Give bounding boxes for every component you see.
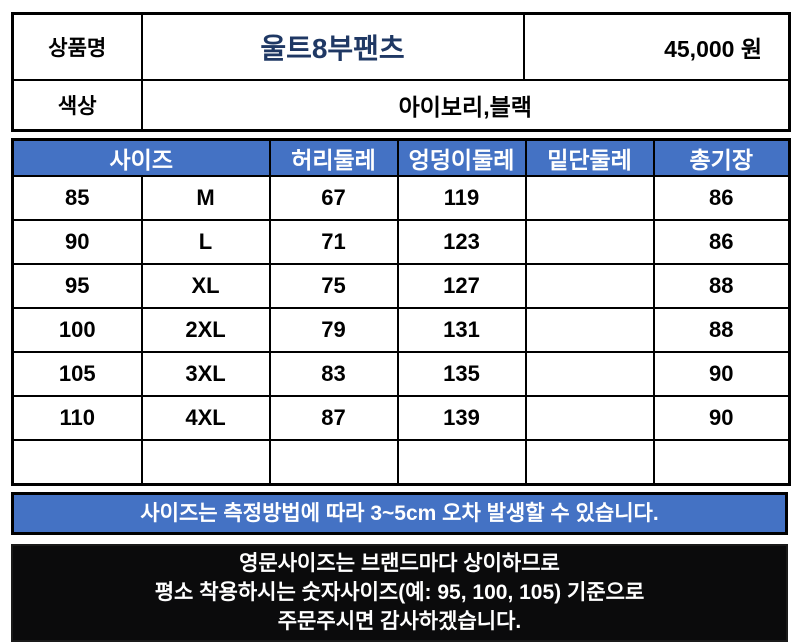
cell: 119 — [396, 175, 527, 221]
cell: 79 — [268, 307, 399, 353]
table-row: 95 XL 75 127 88 — [11, 263, 791, 309]
cell — [524, 395, 655, 441]
cell: 127 — [396, 263, 527, 309]
cell: 75 — [268, 263, 399, 309]
cell: 86 — [652, 175, 791, 221]
cell: 67 — [268, 175, 399, 221]
order-guide-line-2: 평소 착용하시는 숫자사이즈(예: 95, 100, 105) 기준으로 — [154, 581, 645, 604]
header-hip: 엉덩이둘레 — [396, 138, 527, 177]
cell: 139 — [396, 395, 527, 441]
size-table: 사이즈 허리둘레 엉덩이둘레 밑단둘레 총기장 85 M 67 119 86 9… — [11, 138, 792, 486]
table-row: 105 3XL 83 135 90 — [11, 351, 791, 397]
product-info-table: 상품명 울트8부팬츠 45,000 원 색상 아이보리,블랙 — [11, 12, 791, 132]
cell — [524, 307, 655, 353]
cell — [524, 219, 655, 265]
cell: M — [140, 175, 271, 221]
cell: 135 — [396, 351, 527, 397]
size-tolerance-notice: 사이즈는 측정방법에 따라 3~5cm 오차 발생할 수 있습니다. — [11, 492, 788, 535]
cell: 83 — [268, 351, 399, 397]
cell — [524, 175, 655, 221]
cell: 88 — [652, 307, 791, 353]
product-name-label: 상품명 — [11, 12, 143, 81]
cell: 85 — [11, 175, 143, 221]
cell: 86 — [652, 219, 791, 265]
order-guide-line-3: 주문주시면 감사하겠습니다. — [277, 610, 522, 633]
header-size: 사이즈 — [11, 138, 271, 177]
table-row: 85 M 67 119 86 — [11, 175, 791, 221]
cell: 90 — [652, 351, 791, 397]
size-table-header-row: 사이즈 허리둘레 엉덩이둘레 밑단둘레 총기장 — [11, 138, 791, 177]
cell — [524, 439, 655, 486]
table-row: 110 4XL 87 139 90 — [11, 395, 791, 441]
cell: 100 — [11, 307, 143, 353]
cell — [652, 439, 791, 486]
header-waist: 허리둘레 — [268, 138, 399, 177]
cell: 105 — [11, 351, 143, 397]
table-row: 90 L 71 123 86 — [11, 219, 791, 265]
header-total-length: 총기장 — [652, 138, 791, 177]
cell: 123 — [396, 219, 527, 265]
cell: XL — [140, 263, 271, 309]
cell: L — [140, 219, 271, 265]
cell: 87 — [268, 395, 399, 441]
table-row-empty — [11, 439, 791, 486]
cell — [140, 439, 271, 486]
color-label: 색상 — [11, 79, 143, 132]
product-price: 45,000 원 — [522, 12, 791, 81]
cell: 95 — [11, 263, 143, 309]
cell — [268, 439, 399, 486]
order-guide-line-1: 영문사이즈는 브랜드마다 상이하므로 — [239, 552, 560, 575]
cell — [11, 439, 143, 486]
cell: 3XL — [140, 351, 271, 397]
cell: 2XL — [140, 307, 271, 353]
cell — [524, 351, 655, 397]
product-name-value: 울트8부팬츠 — [140, 12, 525, 81]
cell: 90 — [652, 395, 791, 441]
cell: 90 — [11, 219, 143, 265]
cell: 88 — [652, 263, 791, 309]
product-color-row: 색상 아이보리,블랙 — [11, 79, 791, 132]
cell — [396, 439, 527, 486]
color-value: 아이보리,블랙 — [140, 79, 791, 132]
cell: 110 — [11, 395, 143, 441]
cell: 131 — [396, 307, 527, 353]
product-name-row: 상품명 울트8부팬츠 45,000 원 — [11, 12, 791, 81]
table-row: 100 2XL 79 131 88 — [11, 307, 791, 353]
order-guide-notice: 영문사이즈는 브랜드마다 상이하므로 평소 착용하시는 숫자사이즈(예: 95,… — [11, 544, 788, 642]
cell: 71 — [268, 219, 399, 265]
header-hem: 밑단둘레 — [524, 138, 655, 177]
cell: 4XL — [140, 395, 271, 441]
cell — [524, 263, 655, 309]
